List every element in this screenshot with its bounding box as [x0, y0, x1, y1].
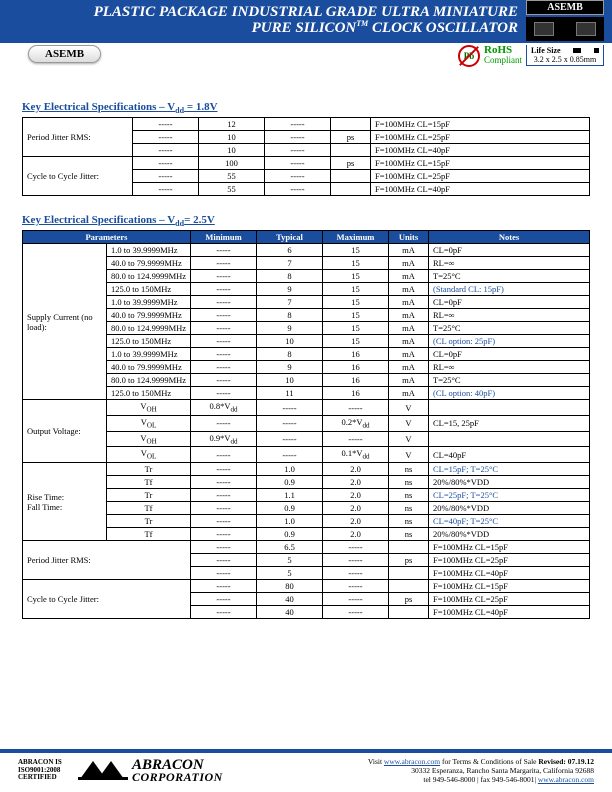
section2-title: Key Electrical Specifications – Vdd= 2.5… [22, 214, 590, 228]
header-title-block: PLASTIC PACKAGE INDUSTRIAL GRADE ULTRA M… [8, 4, 518, 37]
footer-link[interactable]: www.abracon.com [384, 757, 440, 766]
rohs-label: RoHSCompliant [484, 45, 522, 65]
footer-info: Visit www.abracon.com for Terms & Condit… [368, 757, 594, 784]
table-1v8: Period Jitter RMS:-----12-----F=100MHz C… [22, 117, 590, 196]
header-badge: ASEMB [526, 0, 604, 41]
subheader: ASEMB Pb RoHSCompliant Life Size 3.2 x 2… [0, 43, 612, 67]
part-badge: ASEMB [28, 45, 101, 63]
badge-image [526, 17, 604, 41]
logo-icon [78, 759, 128, 781]
pb-free-icon: Pb [458, 45, 480, 67]
content: Key Electrical Specifications – Vdd = 1.… [0, 67, 612, 619]
section1-title: Key Electrical Specifications – Vdd = 1.… [22, 101, 590, 115]
cert-text: ABRACON ISISO9001:2008CERTIFIED [18, 759, 68, 782]
right-icons: Pb RoHSCompliant Life Size 3.2 x 2.5 x 0… [458, 45, 604, 67]
badge-label: ASEMB [526, 0, 604, 15]
logo: ABRACONCORPORATION [78, 758, 223, 784]
footer-link2[interactable]: www.abracon.com [538, 775, 594, 784]
header-bar: PLASTIC PACKAGE INDUSTRIAL GRADE ULTRA M… [0, 0, 612, 40]
title-line2: PURE SILICONTM CLOCK OSCILLATOR [8, 20, 518, 37]
lifesize-box: Life Size 3.2 x 2.5 x 0.85mm [526, 45, 604, 66]
title-line1: PLASTIC PACKAGE INDUSTRIAL GRADE ULTRA M… [8, 4, 518, 21]
table-2v5: ParametersMinimumTypicalMaximumUnitsNote… [22, 230, 590, 619]
footer: ABRACON ISISO9001:2008CERTIFIED ABRACONC… [0, 749, 612, 792]
